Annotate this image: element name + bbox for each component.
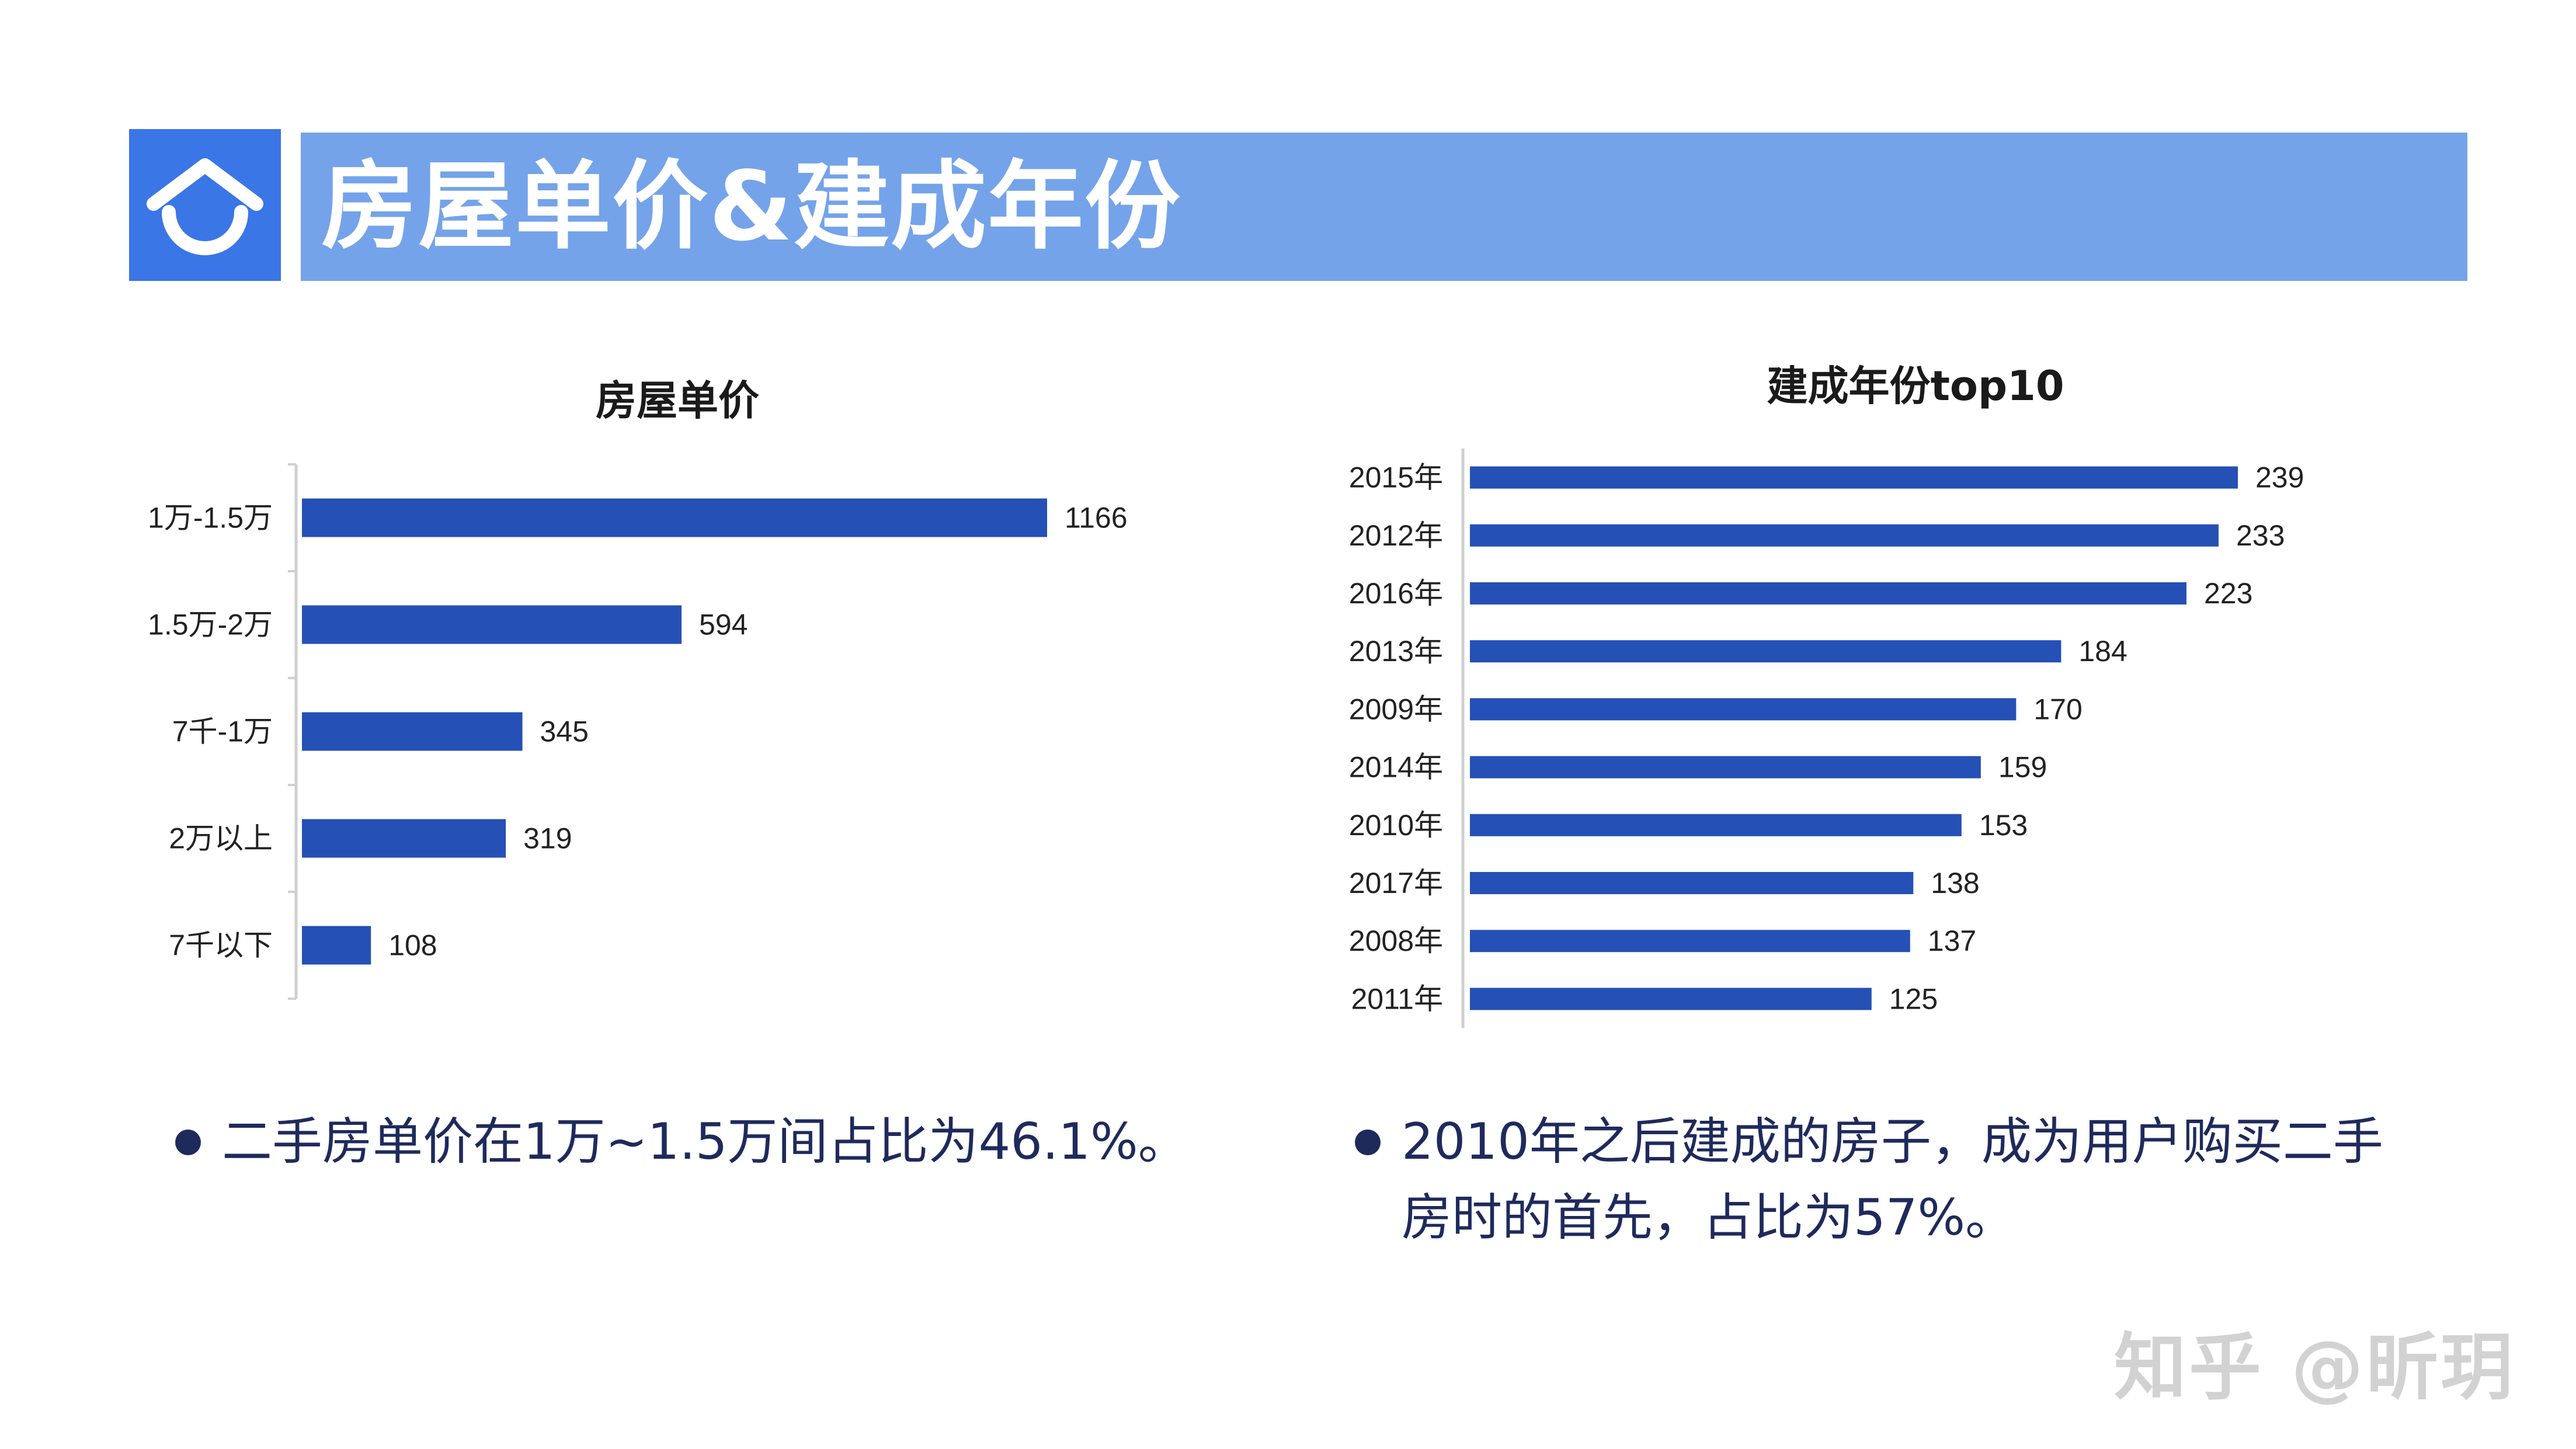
- category-label: 2008年: [1349, 925, 1443, 957]
- category-label: 1万-1.5万: [148, 502, 273, 534]
- bar: [1470, 582, 2186, 604]
- category-label: 7千-1万: [172, 715, 273, 748]
- data-label: 159: [1998, 751, 2047, 784]
- note-right: 2010年之后建成的房子，成为用户购买二手 房时的首先，占比为57%。: [1355, 1104, 2464, 1267]
- bar: [302, 926, 371, 965]
- note-left: 二手房单价在1万~1.5万间占比为46.1%。: [175, 1104, 1285, 1186]
- bar: [1470, 698, 2017, 721]
- bar: [1470, 524, 2219, 547]
- bar: [1470, 872, 1914, 894]
- bar: [1470, 988, 1872, 1010]
- data-label: 138: [1931, 867, 1979, 899]
- data-label: 239: [2255, 461, 2304, 494]
- data-label: 233: [2236, 519, 2285, 552]
- data-label: 345: [540, 715, 589, 748]
- category-label: 2016年: [1349, 577, 1443, 610]
- logo-box: [129, 129, 281, 281]
- chart-title-year: 建成年份top10: [1767, 362, 2064, 410]
- chart-title-price: 房屋单价: [596, 377, 759, 425]
- bar: [1470, 930, 1910, 953]
- bar: [1470, 466, 2238, 489]
- data-label: 594: [699, 609, 748, 641]
- data-label: 170: [2033, 693, 2082, 725]
- bar: [1470, 756, 1981, 779]
- category-label: 2万以上: [169, 822, 273, 855]
- category-label: 2011年: [1351, 982, 1443, 1015]
- bar: [302, 819, 506, 858]
- page-title: 房屋单价&建成年份: [321, 151, 1182, 262]
- bullet-icon: [175, 1130, 201, 1155]
- bar: [302, 498, 1047, 537]
- note-right-line1: 2010年之后建成的房子，成为用户购买二手: [1402, 1113, 2383, 1171]
- data-label: 108: [388, 929, 437, 962]
- house-arc-icon: [147, 158, 263, 255]
- watermark: 知乎 @昕玥: [2114, 1326, 2516, 1410]
- category-label: 7千以下: [169, 929, 273, 962]
- data-label: 153: [1979, 809, 2028, 842]
- title-bar: 房屋单价&建成年份: [301, 133, 2467, 281]
- data-label: 223: [2204, 577, 2252, 610]
- bar: [302, 605, 682, 644]
- category-label: 2012年: [1349, 519, 1443, 552]
- note-right-line2: 房时的首先，占比为57%。: [1402, 1189, 2016, 1247]
- bar: [1470, 814, 1962, 836]
- data-label: 1166: [1065, 502, 1128, 534]
- category-label: 2009年: [1349, 693, 1443, 725]
- category-label: 2013年: [1349, 635, 1443, 668]
- data-label: 319: [523, 822, 572, 855]
- category-label: 2015年: [1349, 461, 1443, 494]
- category-label: 1.5万-2万: [148, 609, 273, 641]
- category-label: 2010年: [1349, 809, 1443, 842]
- data-label: 137: [1928, 925, 1976, 957]
- note-left-text: 二手房单价在1万~1.5万间占比为46.1%。: [222, 1113, 1188, 1171]
- data-label: 125: [1889, 982, 1938, 1015]
- category-label: 2014年: [1349, 751, 1443, 784]
- bar: [1470, 640, 2062, 663]
- category-label: 2017年: [1349, 867, 1443, 899]
- data-label: 184: [2078, 635, 2127, 668]
- bar: [302, 712, 523, 751]
- bullet-icon: [1355, 1130, 1381, 1155]
